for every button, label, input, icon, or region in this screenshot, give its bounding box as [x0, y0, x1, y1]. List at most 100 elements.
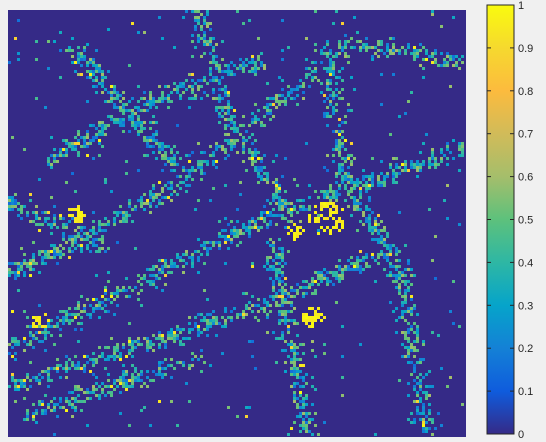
- heatmap-cell: [431, 163, 434, 166]
- heatmap-cell: [155, 274, 158, 277]
- heatmap-cell: [95, 79, 98, 82]
- heatmap-cell: [119, 211, 122, 214]
- heatmap-cell: [335, 223, 338, 226]
- heatmap-cell: [335, 76, 338, 79]
- heatmap-cell: [215, 76, 218, 79]
- heatmap-cell: [284, 97, 287, 100]
- heatmap-cell: [290, 97, 293, 100]
- heatmap-cell: [140, 409, 143, 412]
- heatmap-cell: [95, 358, 98, 361]
- heatmap-cell: [95, 67, 98, 70]
- heatmap-cell: [296, 406, 299, 409]
- heatmap-cell: [422, 58, 425, 61]
- heatmap-cell: [392, 265, 395, 268]
- heatmap-cell: [119, 289, 122, 292]
- heatmap-cell: [110, 295, 113, 298]
- heatmap-cell: [293, 358, 296, 361]
- heatmap-cell: [335, 175, 338, 178]
- heatmap-cell: [338, 40, 341, 43]
- heatmap-cell: [158, 268, 161, 271]
- heatmap-cell: [413, 331, 416, 334]
- heatmap-cell: [290, 310, 293, 313]
- heatmap-cell: [305, 430, 308, 433]
- heatmap-cell: [431, 385, 434, 388]
- heatmap-cell: [272, 244, 275, 247]
- heatmap-cell: [296, 283, 299, 286]
- heatmap-cell: [248, 340, 251, 343]
- heatmap-cell: [197, 328, 200, 331]
- heatmap-cell: [290, 88, 293, 91]
- heatmap-cell: [74, 406, 77, 409]
- heatmap-cell: [68, 322, 71, 325]
- heatmap-cell: [92, 307, 95, 310]
- heatmap-cell: [275, 223, 278, 226]
- heatmap-cell: [365, 175, 368, 178]
- heatmap-cell: [83, 139, 86, 142]
- heatmap-cell: [173, 163, 176, 166]
- heatmap-cell: [143, 97, 146, 100]
- heatmap-cell: [68, 46, 71, 49]
- heatmap-cell: [428, 403, 431, 406]
- heatmap-cell: [53, 433, 56, 436]
- heatmap-cell: [38, 253, 41, 256]
- heatmap-cell: [263, 172, 266, 175]
- heatmap-cell: [26, 316, 29, 319]
- heatmap-cell: [89, 250, 92, 253]
- heatmap-cell: [278, 205, 281, 208]
- heatmap-cell: [71, 244, 74, 247]
- heatmap-cell: [332, 190, 335, 193]
- heatmap-cell: [455, 61, 458, 64]
- heatmap-cell: [86, 145, 89, 148]
- heatmap-cell: [206, 40, 209, 43]
- heatmap-cell: [149, 97, 152, 100]
- heatmap-cell: [146, 199, 149, 202]
- heatmap-cell: [227, 154, 230, 157]
- heatmap-cell: [167, 106, 170, 109]
- heatmap-cell: [272, 289, 275, 292]
- heatmap-cell: [86, 43, 89, 46]
- heatmap-cell: [38, 304, 41, 307]
- heatmap-cell: [128, 199, 131, 202]
- heatmap-cell: [77, 244, 80, 247]
- heatmap-cell: [431, 154, 434, 157]
- heatmap-cell: [35, 379, 38, 382]
- heatmap-cell: [155, 142, 158, 145]
- heatmap-cell: [434, 235, 437, 238]
- heatmap-cell: [32, 403, 35, 406]
- heatmap-cell: [29, 262, 32, 265]
- heatmap-cell: [194, 169, 197, 172]
- heatmap-cell: [74, 307, 77, 310]
- heatmap-cell: [326, 154, 329, 157]
- heatmap-cell: [137, 337, 140, 340]
- heatmap-cell: [11, 355, 14, 358]
- heatmap-cell: [368, 229, 371, 232]
- heatmap-cell: [416, 406, 419, 409]
- heatmap-cell: [116, 214, 119, 217]
- heatmap-cell: [149, 91, 152, 94]
- heatmap-cell: [218, 232, 221, 235]
- heatmap-cell: [146, 376, 149, 379]
- heatmap-cell: [155, 106, 158, 109]
- heatmap-cell: [80, 388, 83, 391]
- heatmap-cell: [200, 37, 203, 40]
- heatmap-cell: [98, 355, 101, 358]
- heatmap-cell: [281, 286, 284, 289]
- heatmap-cell: [410, 268, 413, 271]
- heatmap-cell: [347, 157, 350, 160]
- heatmap-cell: [416, 328, 419, 331]
- heatmap-cell: [98, 229, 101, 232]
- heatmap-cell: [38, 178, 41, 181]
- heatmap-cell: [299, 199, 302, 202]
- heatmap-cell: [56, 250, 59, 253]
- heatmap-cell: [308, 196, 311, 199]
- heatmap-cell: [74, 400, 77, 403]
- heatmap-cell: [122, 385, 125, 388]
- heatmap-cell: [191, 265, 194, 268]
- heatmap-cell: [140, 385, 143, 388]
- heatmap-cell: [314, 43, 317, 46]
- heatmap-cell: [122, 106, 125, 109]
- heatmap-cell: [416, 409, 419, 412]
- heatmap-cell: [128, 337, 131, 340]
- heatmap-cell: [116, 304, 119, 307]
- heatmap-cell: [236, 67, 239, 70]
